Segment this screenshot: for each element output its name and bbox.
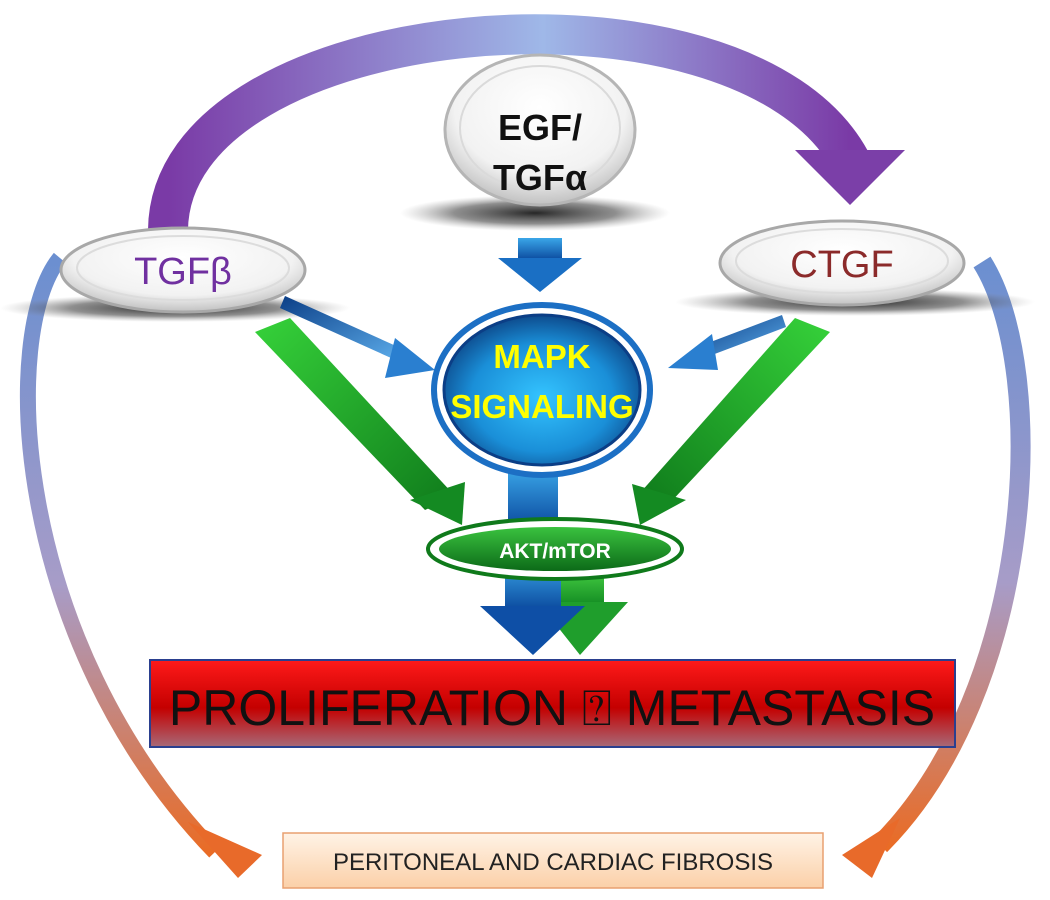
egf-shadow [400, 195, 670, 231]
arrow-tgfb-to-mapk [280, 296, 435, 378]
arrow-tgfb-to-ctgf [148, 14, 905, 232]
mapk-label-line1: MAPK [493, 338, 590, 375]
mapk-label-line2: SIGNALING [450, 388, 633, 425]
fibrosis-box: PERITONEAL AND CARDIAC FIBROSIS [282, 832, 824, 889]
arrow-tgfb-to-akt [255, 318, 465, 525]
egf-label-line2: TGFα [493, 157, 587, 198]
tgfb-label: TGFβ [134, 251, 232, 293]
tgfb-node: TGFβ [59, 226, 307, 314]
arrow-tgfb-to-fibrosis [19, 252, 262, 878]
arrow-ctgf-to-mapk [668, 315, 786, 370]
ctgf-label: CTGF [790, 244, 893, 286]
akt-label: AKT/mTOR [499, 540, 611, 563]
mapk-node: MAPK SIGNALING [431, 302, 653, 478]
arrow-ctgf-to-fibrosis [842, 256, 1031, 878]
proliferation-box: PROLIFERATION ⍰ METASTASIS [149, 659, 956, 748]
ctgf-node: CTGF [718, 219, 966, 307]
fibrosis-label: PERITONEAL AND CARDIAC FIBROSIS [333, 849, 773, 876]
akt-node: AKT/mTOR [426, 517, 684, 581]
arrow-egf-to-mapk [498, 238, 582, 292]
arrow-ctgf-to-akt [632, 318, 830, 525]
egf-label-line1: EGF/ [498, 107, 582, 148]
egf-node: EGF/ TGFα [443, 53, 637, 207]
proliferation-label: PROLIFERATION ⍰ METASTASIS [169, 680, 935, 736]
